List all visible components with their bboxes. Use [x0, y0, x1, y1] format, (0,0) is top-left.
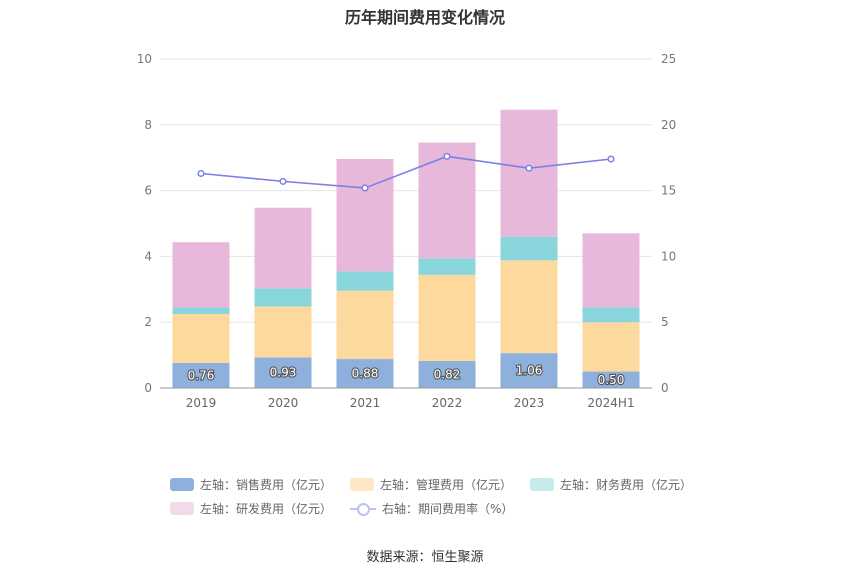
bar-segment — [582, 307, 640, 323]
legend-item-admin[interactable]: 左轴：管理费用（亿元） — [350, 476, 512, 493]
bar-segment — [418, 274, 476, 362]
right-axis-tick-label: 10 — [661, 249, 676, 263]
bar-data-label: 0.76 — [188, 368, 215, 382]
data-source: 数据来源：恒生聚源 — [366, 550, 484, 565]
bar-data-label: 0.82 — [434, 368, 461, 382]
right-axis-tick-label: 15 — [661, 184, 676, 198]
legend-label-rate: 右轴：期间费用率（%） — [382, 501, 514, 516]
x-axis-tick-label: 2020 — [268, 396, 299, 410]
rate-point — [279, 177, 287, 185]
left-axis-tick-label: 8 — [144, 118, 152, 132]
legend-swatch-rnd — [170, 501, 194, 515]
legend-swatch-admin — [350, 477, 375, 491]
legend-label-finance: 左轴：财务费用（亿元） — [560, 477, 693, 492]
bar-segment — [418, 258, 476, 275]
right-axis-tick-label: 25 — [661, 52, 676, 66]
bar-segment — [172, 307, 230, 314]
x-axis-tick-label: 2023 — [514, 396, 545, 410]
bar-segment — [172, 242, 230, 308]
bar-data-label: 0.88 — [352, 367, 379, 381]
bar-segment — [172, 313, 230, 363]
rate-point — [197, 169, 205, 178]
bar-segment — [582, 371, 640, 388]
legend-label-sales: 左轴：销售费用（亿元） — [200, 477, 333, 492]
rate-point — [607, 155, 615, 163]
x-axis-tick-label: 2019 — [186, 396, 217, 410]
bar-segment — [500, 236, 558, 261]
rate-point — [525, 164, 533, 172]
bar-data-label: 0.93 — [270, 366, 297, 380]
bar-segment — [254, 207, 312, 289]
legend-swatch-finance — [530, 477, 555, 491]
rate-point — [361, 184, 369, 192]
chart-title: 历年期间费用变化情况 — [344, 8, 505, 27]
right-axis-tick-label: 0 — [661, 381, 669, 395]
bar-segment — [336, 290, 394, 360]
left-axis-tick-label: 4 — [144, 249, 152, 263]
bar-segment — [336, 159, 394, 272]
left-axis-tick-label: 0 — [144, 381, 152, 395]
left-axis-tick-label: 10 — [137, 52, 152, 66]
legend-line-icon — [350, 502, 377, 516]
bar-segment — [582, 233, 640, 308]
bar-data-label: 1.06 — [516, 364, 543, 378]
bar-segment — [336, 271, 394, 291]
rate-point — [443, 152, 451, 160]
bar-segment — [254, 306, 312, 358]
legend-row-2: 左轴：研发费用（亿元） 右轴：期间费用率（%） — [170, 496, 730, 520]
rate-line — [200, 155, 612, 189]
x-axis-tick-label: 2022 — [432, 396, 463, 410]
legend-row-1: 左轴：销售费用（亿元） 左轴：管理费用（亿元） 左轴：财务费用（亿元） — [170, 472, 730, 496]
bar-segment — [582, 322, 640, 372]
legend-item-finance[interactable]: 左轴：财务费用（亿元） — [530, 476, 692, 493]
right-axis-tick-label: 5 — [661, 315, 669, 329]
left-axis-tick-label: 6 — [144, 184, 152, 198]
bar-segment — [336, 359, 394, 388]
bar-segment — [500, 353, 558, 388]
legend-label-rnd: 左轴：研发费用（亿元） — [200, 501, 333, 516]
bar-segment — [418, 361, 476, 388]
bar-segment — [418, 142, 476, 259]
legend-swatch-sales — [170, 477, 194, 491]
bar-segment — [254, 357, 312, 388]
legend-item-rate[interactable]: 右轴：期间费用率（%） — [350, 500, 513, 517]
bar-segment — [254, 288, 312, 307]
legend-label-admin: 左轴：管理费用（亿元） — [380, 477, 513, 492]
x-axis-tick-label: 2021 — [350, 396, 381, 410]
right-axis-tick-label: 20 — [661, 118, 676, 132]
bar-segment — [500, 260, 558, 354]
legend-item-sales[interactable]: 左轴：销售费用（亿元） — [170, 476, 332, 493]
bar-segment — [172, 362, 230, 388]
bar-segment — [500, 109, 558, 237]
bar-data-label: 0.50 — [598, 373, 625, 387]
legend-item-rnd[interactable]: 左轴：研发费用（亿元） — [170, 500, 332, 517]
legend: 左轴：销售费用（亿元） 左轴：管理费用（亿元） 左轴：财务费用（亿元） 左轴：研… — [170, 472, 730, 520]
x-axis-tick-label: 2024H1 — [587, 396, 634, 410]
left-axis-tick-label: 2 — [144, 315, 152, 329]
